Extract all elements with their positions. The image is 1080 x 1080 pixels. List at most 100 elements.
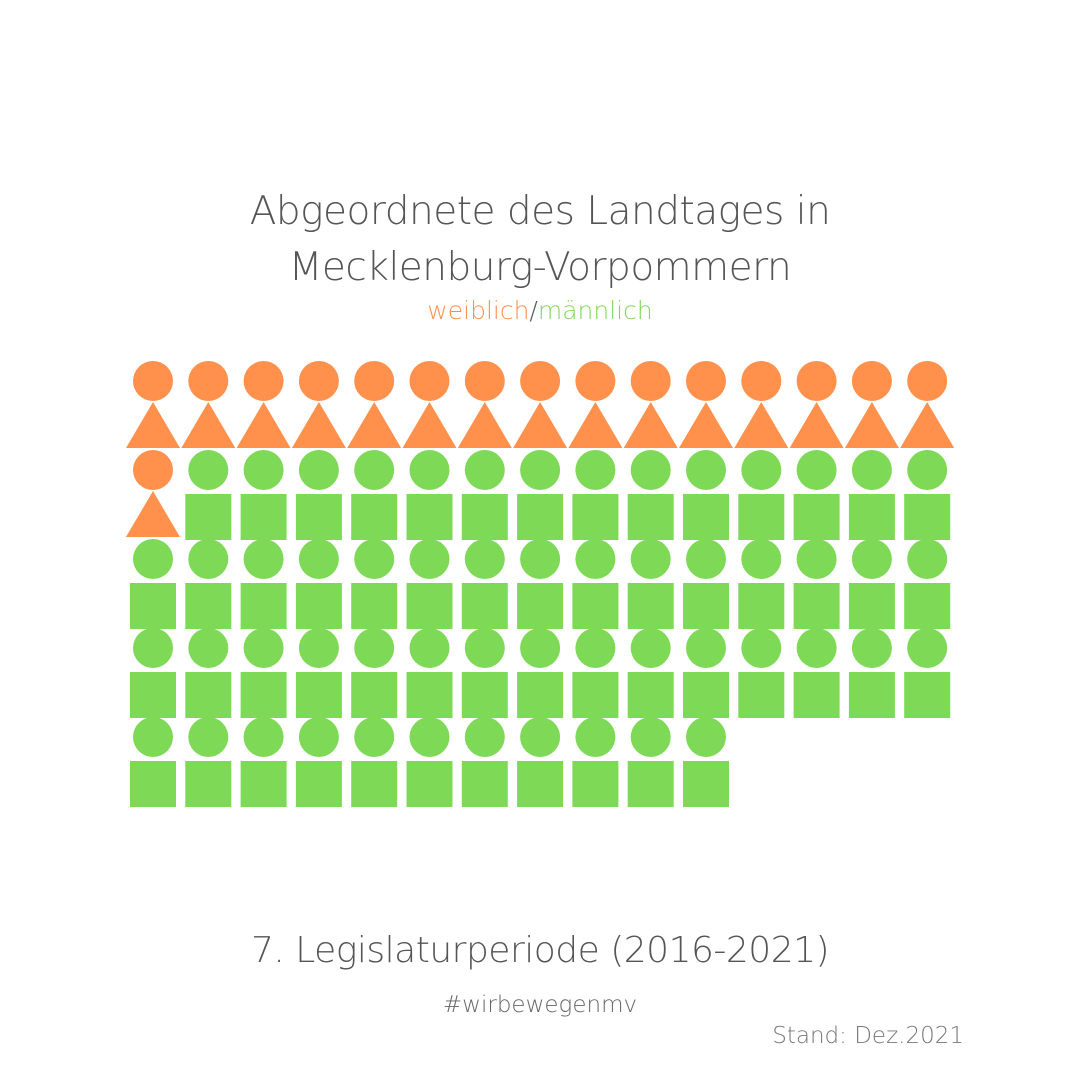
person-icon-male (517, 539, 564, 629)
person-body (181, 402, 236, 448)
person-body (623, 402, 678, 448)
status-date: Stand: Dez.2021 (772, 1023, 964, 1049)
person-body (517, 672, 564, 718)
person-icon-male (572, 628, 619, 718)
person-icon-male (406, 450, 453, 540)
person-body (627, 494, 674, 540)
person-body (457, 402, 512, 448)
person-body (347, 402, 402, 448)
person-body (683, 761, 729, 807)
person-head (520, 539, 561, 579)
person-body (236, 402, 291, 448)
person-head (851, 450, 892, 490)
person-head (243, 628, 284, 668)
person-icon-male (793, 539, 840, 629)
person-icon-male (627, 628, 674, 718)
person-icon-male (738, 450, 785, 540)
person-head (409, 539, 450, 579)
person-body (185, 583, 232, 629)
person-icon-male (683, 450, 729, 540)
person-icon-male (351, 628, 398, 718)
person-body (517, 761, 564, 807)
person-body (295, 672, 342, 718)
person-head (520, 361, 561, 401)
person-icon-male (793, 450, 840, 540)
person-body (793, 494, 840, 540)
person-icon-male (572, 717, 619, 807)
person-icon-female (291, 361, 346, 448)
person-body (185, 761, 232, 807)
legend-female-label: weiblich (427, 296, 530, 325)
person-body (793, 583, 840, 629)
person-body (900, 402, 955, 448)
person-body (295, 761, 342, 807)
person-icon-male (461, 450, 508, 540)
person-body (738, 494, 785, 540)
person-head (354, 628, 395, 668)
person-head (575, 361, 616, 401)
person-icon-male (517, 628, 564, 718)
person-icon-male (130, 628, 176, 718)
person-body (130, 583, 176, 629)
person-head (686, 539, 726, 579)
person-head (686, 361, 726, 401)
person-icon-male (683, 628, 729, 718)
person-head (686, 628, 726, 668)
person-icon-male (517, 717, 564, 807)
legend-male-label: männlich (537, 296, 653, 325)
person-icon-male (848, 539, 895, 629)
person-head (630, 361, 671, 401)
person-body (904, 494, 951, 540)
person-icon-female (844, 361, 899, 448)
person-body (295, 494, 342, 540)
person-icon-female (679, 361, 733, 448)
person-head (741, 539, 782, 579)
person-body (351, 672, 398, 718)
person-head (243, 717, 284, 757)
person-head (907, 539, 948, 579)
person-body (572, 761, 619, 807)
person-body (130, 672, 176, 718)
person-body (240, 672, 287, 718)
person-body (793, 672, 840, 718)
person-head (907, 628, 948, 668)
person-icon-female (457, 361, 512, 448)
person-icon-female (181, 361, 236, 448)
person-body (738, 583, 785, 629)
title-line-2: Mecklenburg-Vorpommern (288, 245, 792, 290)
person-body (351, 761, 398, 807)
person-body (461, 672, 508, 718)
person-icon-male (627, 539, 674, 629)
person-head (298, 717, 339, 757)
person-icon-male (738, 539, 785, 629)
person-body (848, 583, 895, 629)
person-icon-male (185, 539, 232, 629)
person-body (572, 672, 619, 718)
person-head (907, 361, 948, 401)
person-head (243, 450, 284, 490)
person-head (354, 717, 395, 757)
person-icon-male (517, 450, 564, 540)
person-icon-male (295, 717, 342, 807)
person-body (734, 402, 789, 448)
person-body (627, 761, 674, 807)
person-body (406, 583, 453, 629)
legend: weiblich/männlich (0, 294, 1080, 328)
person-head (520, 628, 561, 668)
person-body (406, 672, 453, 718)
person-icon-male (240, 628, 287, 718)
person-body (844, 402, 899, 448)
person-head (133, 628, 173, 668)
person-body (683, 583, 729, 629)
title-line-1: Abgeordnete des Landtages in (249, 189, 831, 234)
person-head (851, 361, 892, 401)
person-body (517, 494, 564, 540)
person-head (851, 539, 892, 579)
person-head (188, 450, 229, 490)
person-icon-male (572, 539, 619, 629)
person-body (291, 402, 346, 448)
person-icon-male (461, 717, 508, 807)
person-body (572, 583, 619, 629)
person-icon-female (402, 361, 457, 448)
person-head (851, 628, 892, 668)
